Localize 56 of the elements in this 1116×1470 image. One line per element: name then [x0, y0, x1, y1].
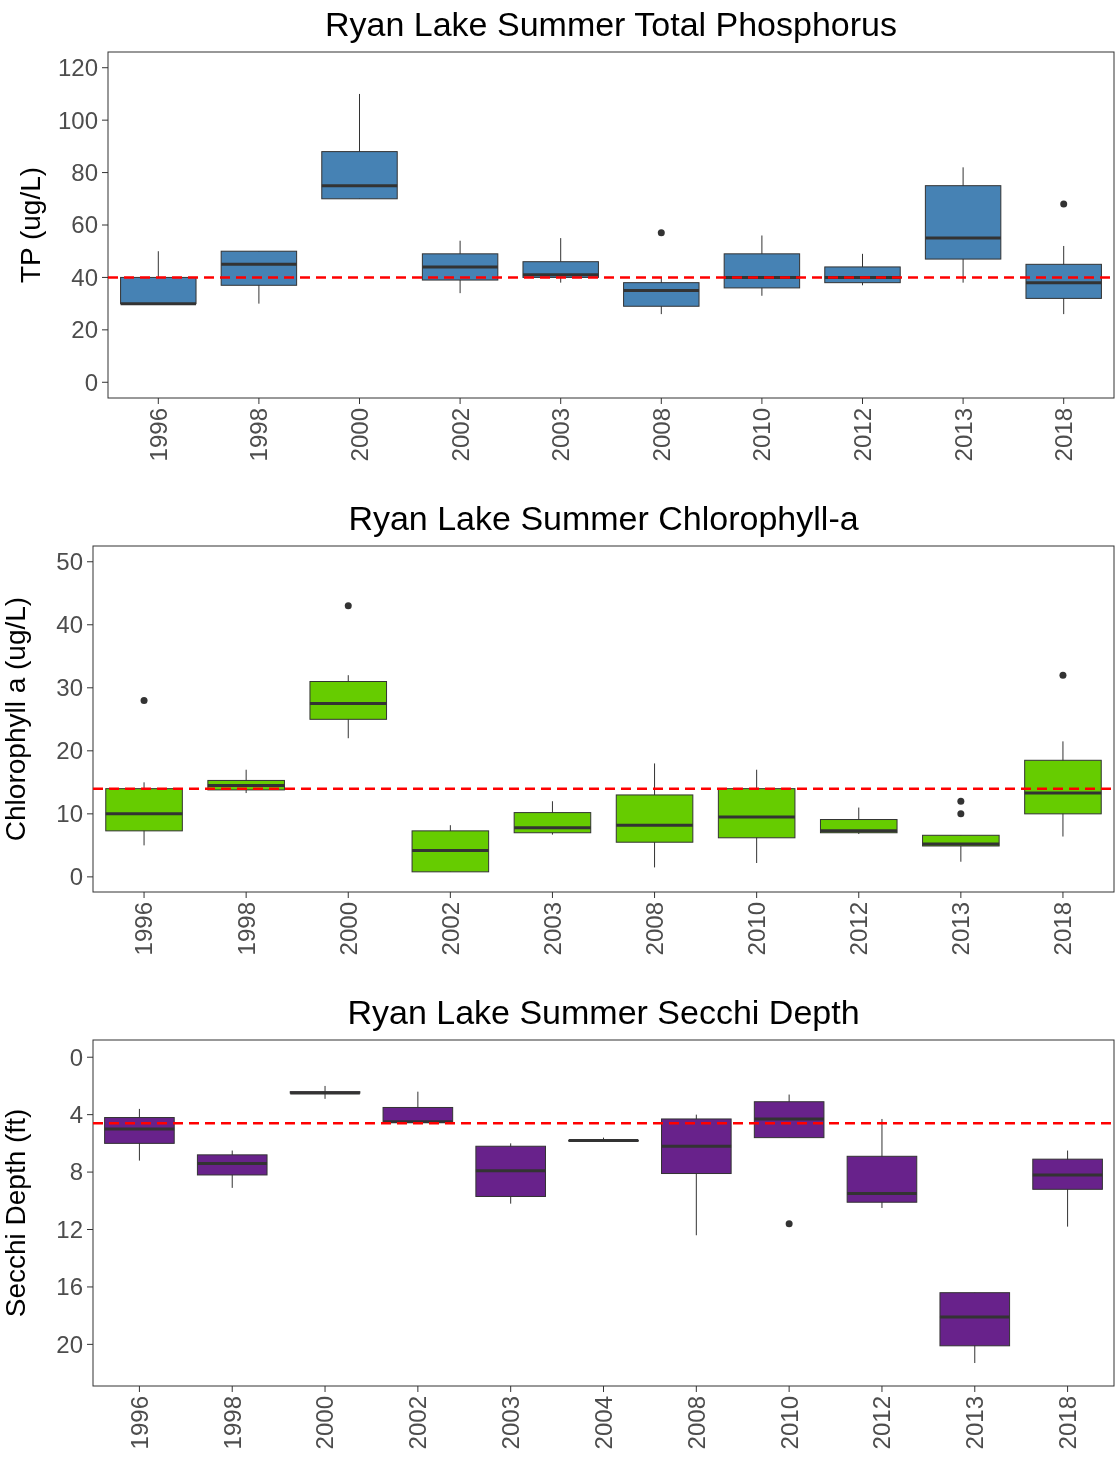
- y-tick-label: 0: [84, 368, 98, 396]
- y-tick-label: 120: [57, 54, 98, 82]
- y-axis-title: TP (ug/L): [15, 166, 46, 284]
- x-tick-label: 1996: [125, 1396, 153, 1450]
- x-tick-label: 2013: [961, 1396, 989, 1450]
- x-tick-label: 2003: [497, 1396, 525, 1450]
- x-tick-label: 2003: [538, 902, 566, 956]
- y-tick-label: 0: [69, 1043, 83, 1071]
- x-tick-label: 1998: [232, 902, 260, 956]
- chart-title: Ryan Lake Summer Secchi Depth: [347, 993, 860, 1031]
- chart-title: Ryan Lake Summer Total Phosphorus: [324, 5, 898, 43]
- y-tick-label: 20: [56, 1330, 83, 1358]
- x-tick-label: 2002: [404, 1396, 432, 1450]
- x-tick-label: 1996: [144, 408, 172, 462]
- y-tick-label: 4: [69, 1101, 83, 1129]
- y-tick-label: 20: [56, 737, 83, 765]
- chart-title: Ryan Lake Summer Chlorophyll-a: [348, 499, 859, 537]
- x-tick-label: 1998: [245, 408, 273, 462]
- y-tick-label: 80: [71, 158, 98, 186]
- x-tick-label: 2012: [868, 1396, 896, 1450]
- y-axis-title: Secchi Depth (ft): [0, 1108, 31, 1318]
- x-tick-label: 2018: [1050, 408, 1078, 462]
- x-tick-label: 2004: [589, 1396, 617, 1450]
- x-tick-label: 2010: [743, 902, 771, 956]
- y-tick-label: 20: [71, 316, 98, 344]
- x-tick-label: 2010: [775, 1396, 803, 1450]
- x-tick-label: 2008: [640, 902, 668, 956]
- y-tick-label: 12: [56, 1215, 83, 1243]
- x-tick-label: 2002: [436, 902, 464, 956]
- x-tick-label: 2000: [334, 902, 362, 956]
- x-tick-label: 2012: [845, 902, 873, 956]
- y-tick-label: 0: [69, 863, 83, 891]
- y-axis-title: Chlorophyll a (ug/L): [0, 596, 31, 842]
- y-tick-label: 30: [56, 674, 83, 702]
- x-tick-label: 2013: [947, 902, 975, 956]
- x-tick-label: 2008: [647, 408, 675, 462]
- y-tick-label: 40: [56, 611, 83, 639]
- x-tick-label: 2010: [748, 408, 776, 462]
- y-tick-label: 50: [56, 548, 83, 576]
- y-tick-label: 10: [56, 800, 83, 828]
- x-tick-label: 1998: [218, 1396, 246, 1450]
- x-tick-label: 2012: [848, 408, 876, 462]
- x-tick-label: 2000: [311, 1396, 339, 1450]
- y-tick-label: 60: [71, 211, 98, 239]
- x-tick-label: 1996: [130, 902, 158, 956]
- y-tick-label: 40: [71, 263, 98, 291]
- x-tick-label: 2013: [949, 408, 977, 462]
- x-tick-label: 2003: [547, 408, 575, 462]
- x-tick-label: 2002: [446, 408, 474, 462]
- y-tick-label: 16: [56, 1273, 83, 1301]
- x-tick-label: 2008: [682, 1396, 710, 1450]
- y-tick-label: 8: [69, 1158, 83, 1186]
- x-tick-label: 2000: [345, 408, 373, 462]
- x-tick-label: 2018: [1053, 1396, 1081, 1450]
- y-tick-label: 100: [57, 106, 98, 134]
- x-tick-label: 2018: [1049, 902, 1077, 956]
